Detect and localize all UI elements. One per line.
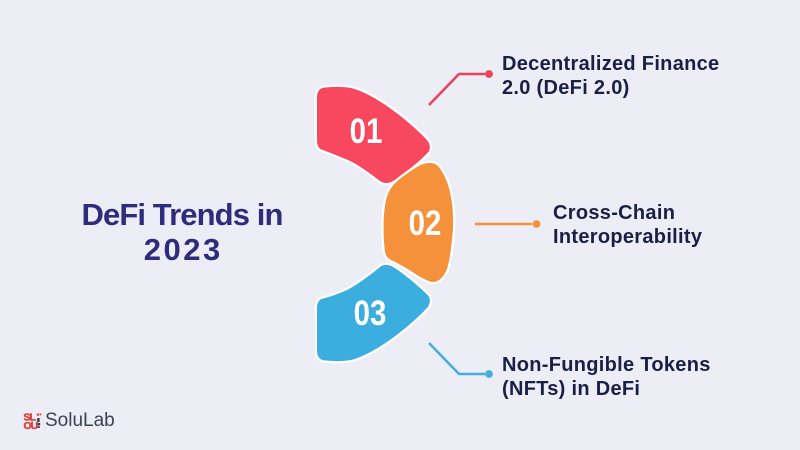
svg-text:SL: SL [24, 412, 37, 424]
svg-text:OU: OU [24, 420, 38, 432]
